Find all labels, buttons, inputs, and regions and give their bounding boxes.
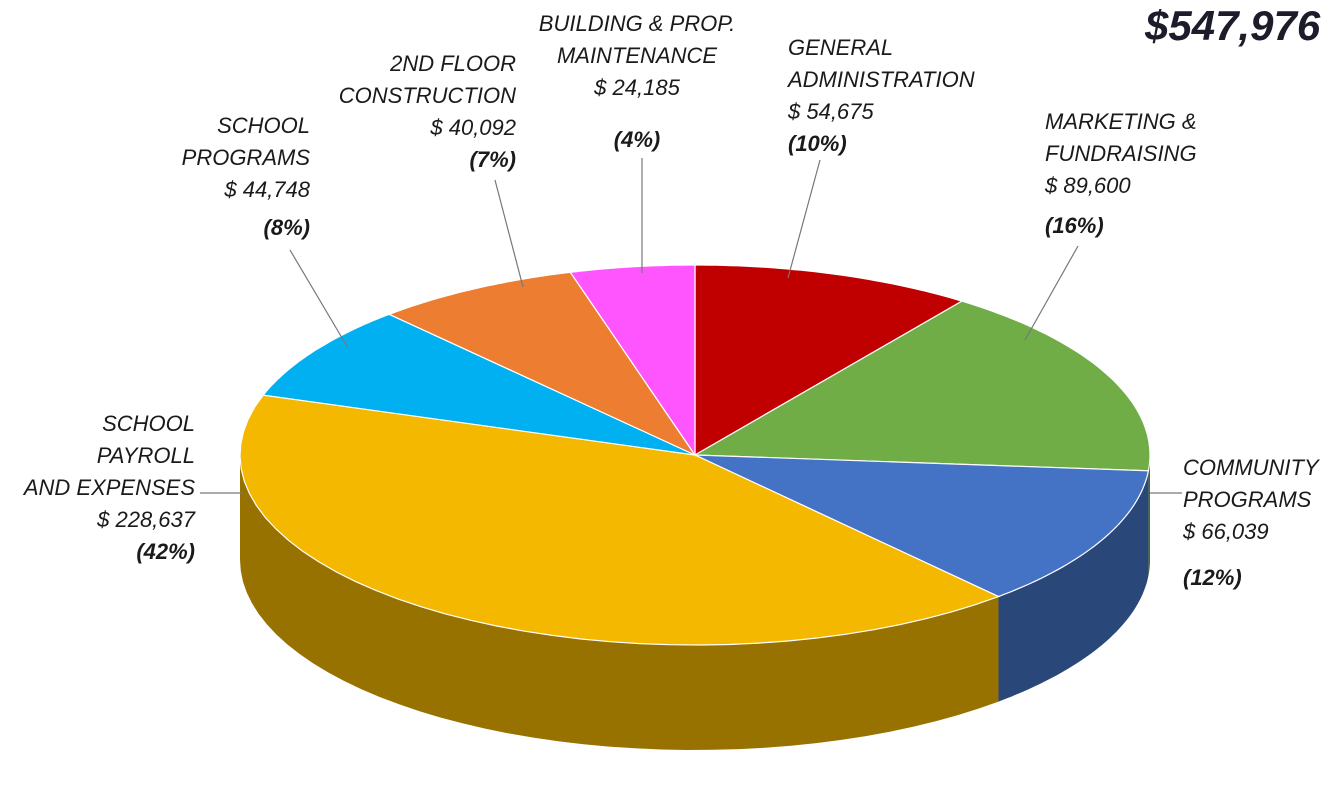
slice-label: COMMUNITY PROGRAMS $ 66,039 (12%) xyxy=(1183,452,1319,594)
percent-label: (12%) xyxy=(1183,565,1242,590)
leaders xyxy=(200,158,1182,494)
slice-label: SCHOOL PAYROLL AND EXPENSES $ 228,637 (42%… xyxy=(0,408,195,568)
leader-line xyxy=(289,249,349,349)
slice xyxy=(387,271,697,457)
value-label: $ 228,637 xyxy=(97,507,195,532)
category-label: COMMUNITY PROGRAMS xyxy=(1183,455,1319,512)
value-label: $ 54,675 xyxy=(788,99,874,124)
category-label: GENERAL ADMINISTRATION xyxy=(788,35,975,92)
slice-side xyxy=(240,455,999,750)
percent-label: (16%) xyxy=(1045,213,1104,238)
slice xyxy=(569,264,696,457)
category-label: BUILDING & PROP. MAINTENANCE xyxy=(538,11,736,68)
value-label: $ 66,039 xyxy=(1183,519,1269,544)
slice-label: BUILDING & PROP. MAINTENANCE $ 24,185 (4%) xyxy=(539,8,735,156)
category-label: 2ND FLOOR CONSTRUCTION xyxy=(338,51,516,108)
category-label: SCHOOL PAYROLL AND EXPENSES xyxy=(23,411,195,500)
slice-label: SCHOOL PROGRAMS $ 44,748 (8%) xyxy=(182,110,310,244)
category-label: SCHOOL PROGRAMS xyxy=(181,113,310,170)
total-label: $547,976 xyxy=(1144,2,1321,49)
percent-label: (7%) xyxy=(469,147,516,172)
slice xyxy=(694,264,964,457)
slice-side xyxy=(1148,455,1150,576)
slice xyxy=(239,394,1001,646)
slice xyxy=(694,454,1150,598)
percent-label: (8%) xyxy=(263,215,310,240)
slice xyxy=(262,313,696,456)
value-label: $ 24,185 xyxy=(594,75,680,100)
percent-label: (10%) xyxy=(788,131,847,156)
slice-label: 2ND FLOOR CONSTRUCTION $ 40,092 (7%) xyxy=(339,48,516,176)
category-label: MARKETING & FUNDRAISING xyxy=(1045,109,1197,166)
slice-label: MARKETING & FUNDRAISING $ 89,600 (16%) xyxy=(1045,106,1197,242)
percent-label: (4%) xyxy=(613,127,661,152)
value-label: $ 40,092 xyxy=(430,115,516,140)
percent-label: (42%) xyxy=(136,539,195,564)
slice-label: GENERAL ADMINISTRATION $ 54,675 (10%) xyxy=(788,32,975,160)
leader-line xyxy=(1024,245,1079,341)
value-label: $ 89,600 xyxy=(1045,173,1131,198)
value-label: $ 44,748 xyxy=(224,177,310,202)
leader-line xyxy=(494,179,524,288)
slice xyxy=(692,300,1151,472)
slice-side xyxy=(998,470,1149,702)
leader-line xyxy=(787,159,821,279)
